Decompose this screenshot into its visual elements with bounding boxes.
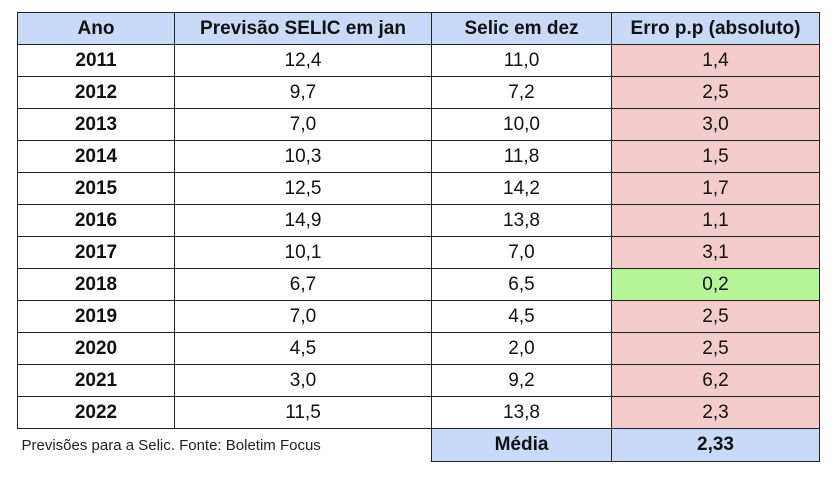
year-cell: 2014 [17,140,175,173]
actual-cell: 14,2 [431,172,612,205]
footer-row: Previsões para a Selic. Fonte: Boletim F… [18,428,820,462]
forecast-cell: 12,5 [174,172,432,205]
year-cell: 2020 [17,332,175,365]
forecast-cell: 7,0 [174,108,432,141]
forecast-cell: 9,7 [174,76,432,109]
actual-cell: 6,5 [431,268,612,301]
actual-cell: 7,0 [431,236,612,269]
year-cell: 2011 [17,44,175,77]
error-cell: 1,1 [611,204,820,237]
year-cell: 2015 [17,172,175,205]
average-label: Média [431,428,612,462]
error-cell: 1,7 [611,172,820,205]
year-cell: 2019 [17,300,175,333]
actual-cell: 13,8 [431,204,612,237]
header-actual: Selic em dez [431,12,612,45]
source-note: Previsões para a Selic. Fonte: Boletim F… [21,436,321,454]
actual-cell: 13,8 [431,396,612,429]
actual-cell: 9,2 [431,364,612,397]
header-error: Erro p.p (absoluto) [611,12,820,45]
actual-cell: 10,0 [431,108,612,141]
error-cell: 0,2 [611,268,820,301]
error-cell: 2,3 [611,396,820,429]
table-row: 2016 14,9 13,8 1,1 [17,204,820,237]
forecast-cell: 14,9 [174,204,432,237]
header-year: Ano [17,12,175,45]
year-cell: 2018 [17,268,175,301]
forecast-cell: 7,0 [174,300,432,333]
year-cell: 2016 [17,204,175,237]
header-row: Ano Previsão SELIC em jan Selic em dez E… [17,12,820,45]
table-row: 2018 6,7 6,5 0,2 [17,268,820,301]
table-row: 2017 10,1 7,0 3,1 [17,236,820,269]
actual-cell: 2,0 [431,332,612,365]
actual-cell: 11,0 [431,44,612,77]
table-row: 2020 4,5 2,0 2,5 [17,332,820,365]
forecast-cell: 4,5 [174,332,432,365]
actual-cell: 4,5 [431,300,612,333]
forecast-cell: 12,4 [174,44,432,77]
error-cell: 1,4 [611,44,820,77]
year-cell: 2012 [17,76,175,109]
table-row: 2012 9,7 7,2 2,5 [17,76,820,109]
error-cell: 3,1 [611,236,820,269]
error-cell: 2,5 [611,300,820,333]
header-forecast: Previsão SELIC em jan [174,12,432,45]
table-row: 2022 11,5 13,8 2,3 [17,396,820,429]
error-cell: 3,0 [611,108,820,141]
error-cell: 2,5 [611,332,820,365]
selic-forecast-table: Ano Previsão SELIC em jan Selic em dez E… [17,12,820,462]
table-row: 2014 10,3 11,8 1,5 [17,140,820,173]
forecast-cell: 11,5 [174,396,432,429]
table-row: 2011 12,4 11,0 1,4 [17,44,820,77]
error-cell: 1,5 [611,140,820,173]
table-row: 2019 7,0 4,5 2,5 [17,300,820,333]
error-cell: 6,2 [611,364,820,397]
forecast-cell: 6,7 [174,268,432,301]
year-cell: 2021 [17,364,175,397]
table-row: 2015 12,5 14,2 1,7 [17,172,820,205]
actual-cell: 7,2 [431,76,612,109]
forecast-cell: 10,1 [174,236,432,269]
actual-cell: 11,8 [431,140,612,173]
forecast-cell: 3,0 [174,364,432,397]
table-row: 2021 3,0 9,2 6,2 [17,364,820,397]
error-cell: 2,5 [611,76,820,109]
table-row: 2013 7,0 10,0 3,0 [17,108,820,141]
year-cell: 2013 [17,108,175,141]
year-cell: 2017 [17,236,175,269]
average-value: 2,33 [611,428,820,462]
year-cell: 2022 [17,396,175,429]
forecast-cell: 10,3 [174,140,432,173]
